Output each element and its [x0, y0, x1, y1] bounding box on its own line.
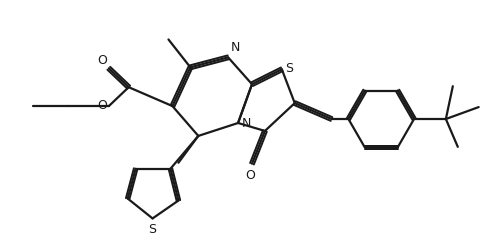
Text: O: O	[97, 99, 107, 112]
Text: N: N	[242, 117, 252, 130]
Text: O: O	[97, 54, 107, 67]
Text: N: N	[231, 41, 240, 54]
Text: O: O	[245, 169, 255, 182]
Text: S: S	[285, 62, 293, 75]
Text: methoxy: methoxy	[66, 105, 72, 106]
Text: S: S	[148, 223, 156, 236]
